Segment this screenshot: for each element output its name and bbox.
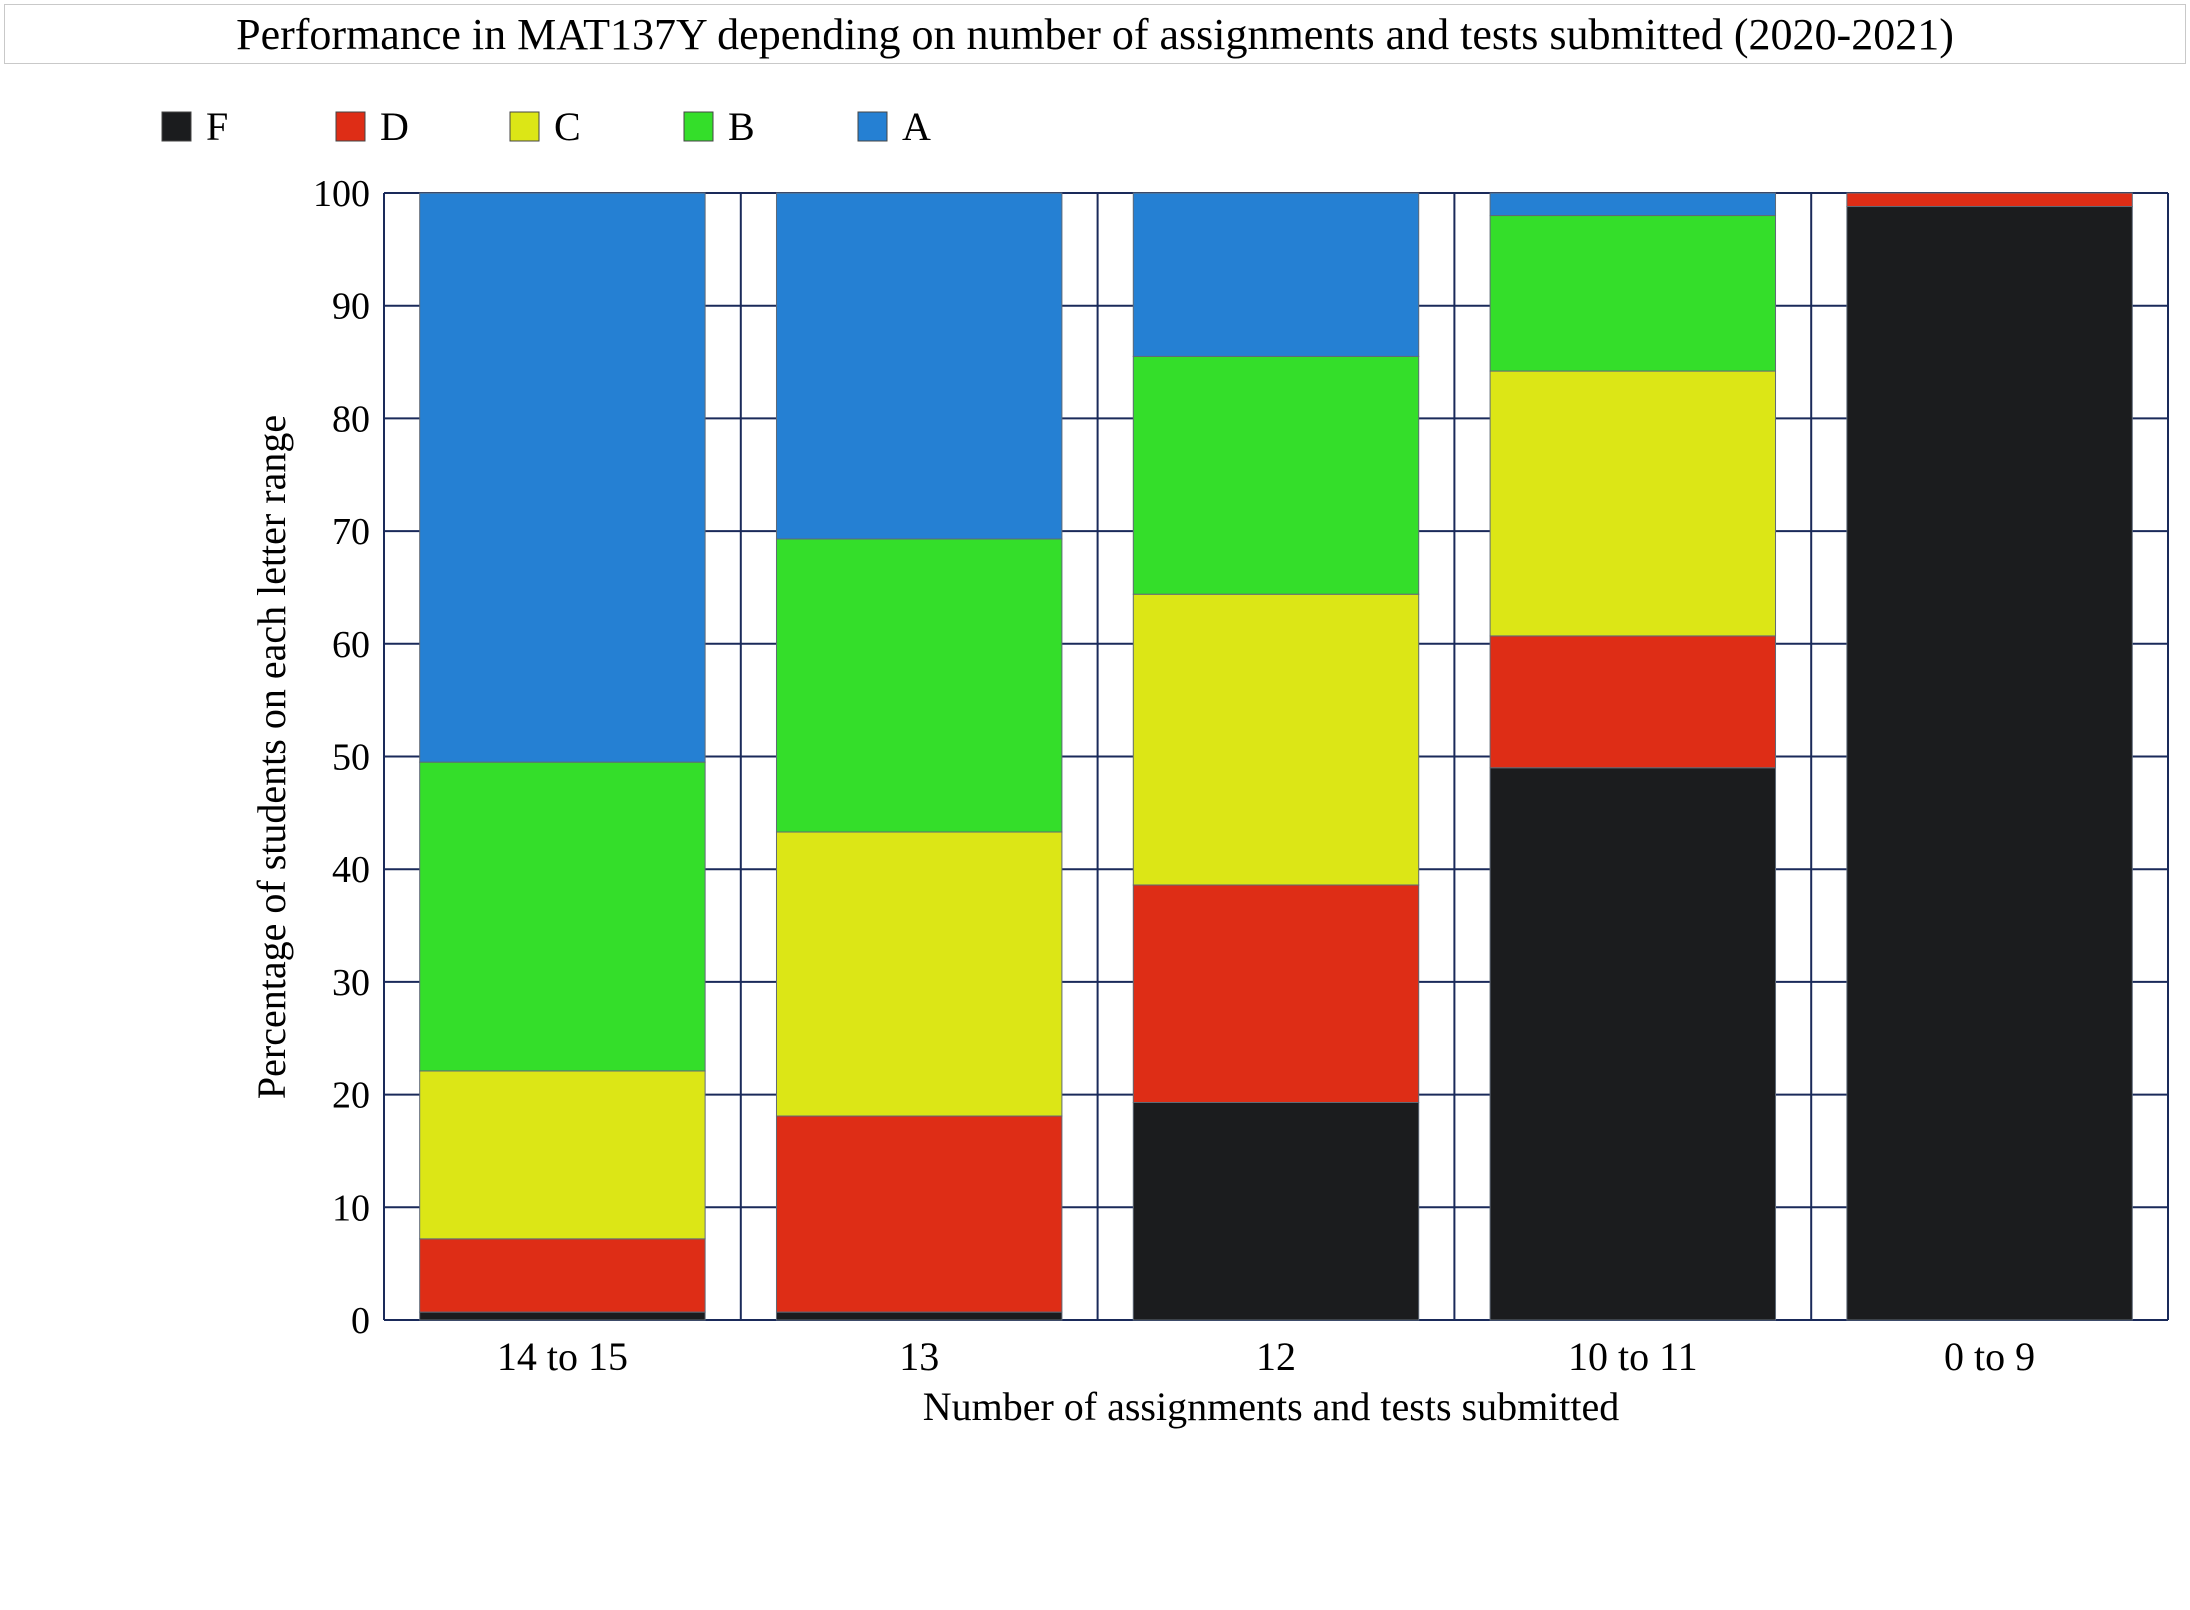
- bar-segment-b: [419, 761, 706, 1072]
- y-tick-label: 100: [313, 173, 370, 215]
- chart-title-box: Performance in MAT137Y depending on numb…: [4, 4, 2186, 64]
- bar-segment-b: [775, 538, 1063, 833]
- bar-segment-c: [775, 831, 1063, 1117]
- y-tick-label: 0: [351, 1300, 370, 1342]
- bar-segment-a: [419, 192, 706, 763]
- bar-segment-d: [419, 1238, 706, 1313]
- legend-swatch-a: [857, 111, 888, 142]
- y-tick-label: 50: [332, 737, 370, 779]
- x-tick-label: 13: [899, 1334, 939, 1379]
- bar-segment-f: [1132, 1101, 1420, 1321]
- x-tick-label: 12: [1256, 1334, 1296, 1379]
- x-tick-label: 0 to 9: [1944, 1334, 2035, 1379]
- bar-segment-f: [1489, 767, 1777, 1321]
- x-tick-label: 14 to 15: [497, 1334, 628, 1379]
- bar-segment-f: [419, 1311, 706, 1321]
- y-axis-label: Percentage of students on each letter ra…: [249, 415, 294, 1099]
- bar-segment-c: [1489, 370, 1777, 637]
- y-tick-label: 40: [332, 849, 370, 891]
- bar-segment-c: [419, 1070, 706, 1240]
- y-tick-label: 90: [332, 286, 370, 328]
- legend-label-f: F: [206, 104, 228, 149]
- legend-swatch-b: [683, 111, 714, 142]
- bars: [419, 192, 2133, 1321]
- bar-segment-a: [1489, 192, 1777, 217]
- bar-segment-c: [1132, 593, 1420, 886]
- legend-swatch-f: [161, 111, 192, 142]
- bar-segment-d: [775, 1115, 1063, 1313]
- bar-segment-d: [1489, 635, 1777, 769]
- y-tick-label: 20: [332, 1075, 370, 1117]
- legend-label-b: B: [728, 104, 755, 149]
- x-tick-label: 10 to 11: [1568, 1334, 1698, 1379]
- legend-label-d: D: [380, 104, 409, 149]
- bar-segment-a: [775, 192, 1063, 540]
- y-tick-label: 60: [332, 624, 370, 666]
- chart-title: Performance in MAT137Y depending on numb…: [236, 9, 1954, 59]
- bar-segment-b: [1489, 215, 1777, 372]
- y-tick-label: 80: [332, 398, 370, 440]
- axes: 0 10 20 30 40 50 60 70 80 90 100 14 to 15 13 12 10 to …: [313, 173, 2035, 1379]
- legend-swatch-c: [509, 111, 540, 142]
- bar-segment-d: [1132, 884, 1420, 1103]
- bar-segment-f: [1846, 206, 2133, 1321]
- y-tick-label: 70: [332, 511, 370, 553]
- bar-segment-b: [1132, 355, 1420, 595]
- legend-label-c: C: [554, 104, 581, 149]
- bar-segment-d: [1846, 192, 2133, 208]
- bar-segment-a: [1132, 192, 1420, 357]
- legend-swatch-d: [335, 111, 366, 142]
- legend-label-a: A: [902, 104, 931, 149]
- y-tick-label: 10: [332, 1187, 370, 1229]
- y-tick-label: 30: [332, 962, 370, 1004]
- x-axis-label: Number of assignments and tests submitte…: [923, 1384, 1620, 1429]
- bar-segment-f: [775, 1311, 1063, 1321]
